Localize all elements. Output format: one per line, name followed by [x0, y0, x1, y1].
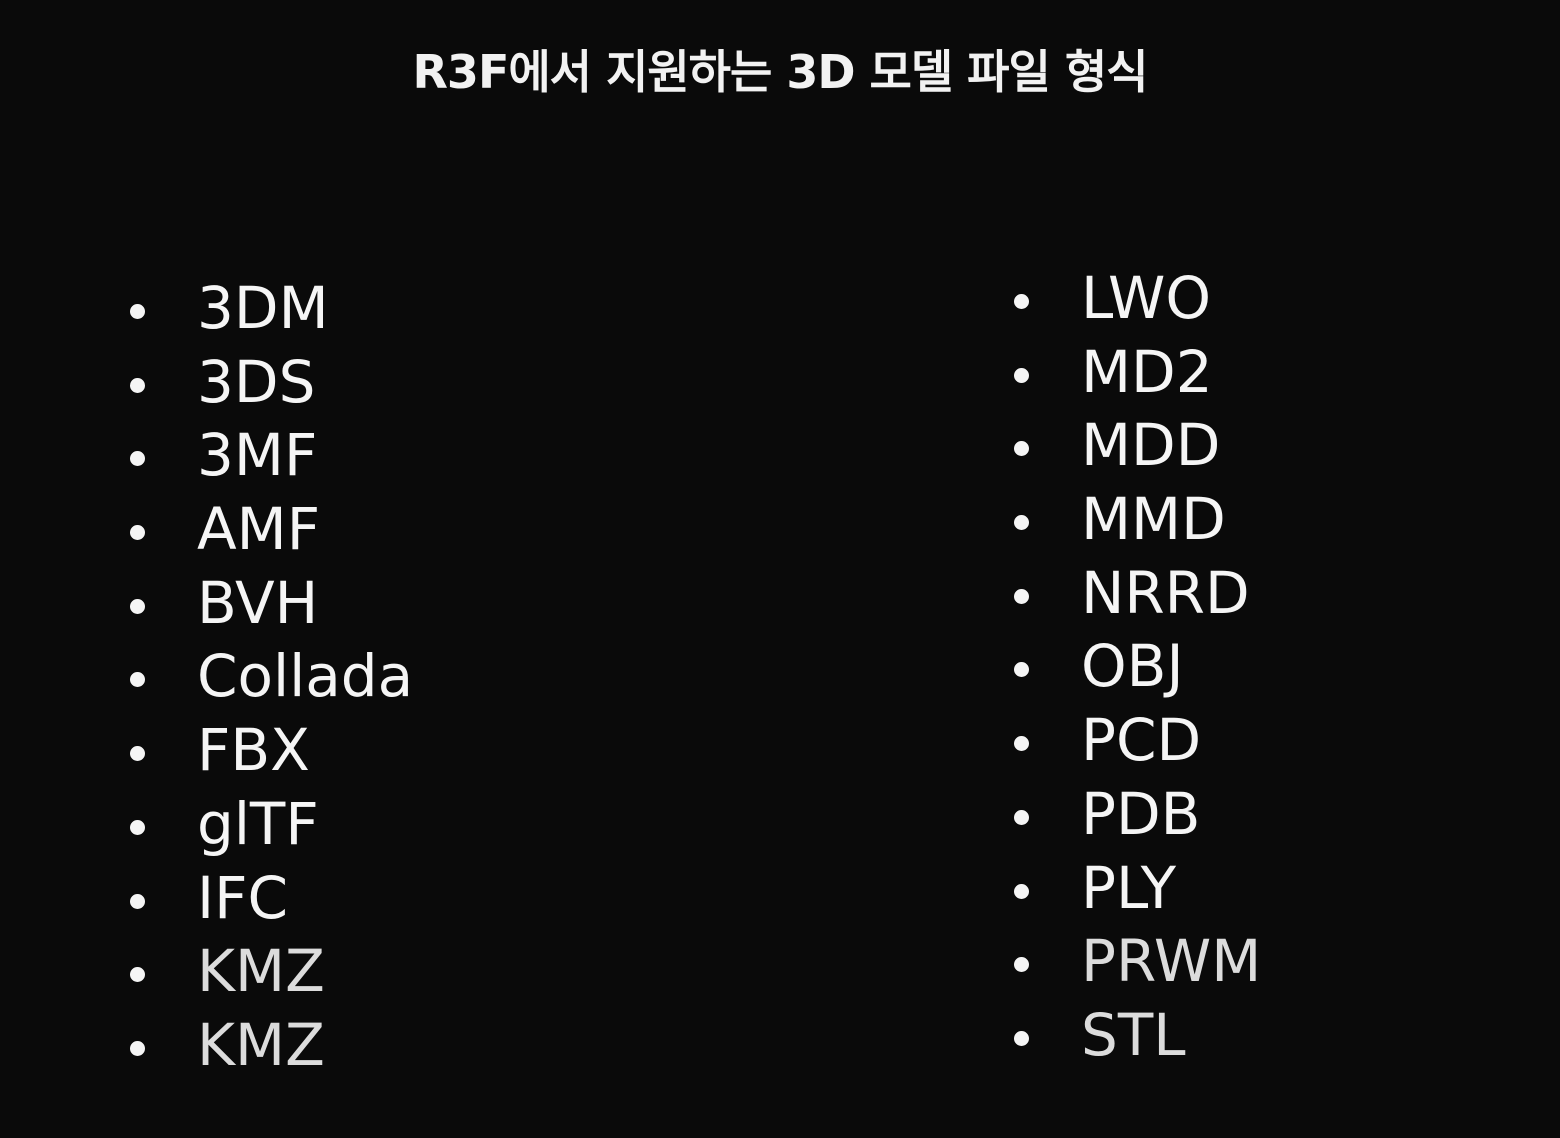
- format-label: FBX: [197, 716, 310, 785]
- format-label: LWO: [1081, 264, 1211, 332]
- format-label: PDB: [1081, 779, 1201, 848]
- bullet-icon: [1014, 1030, 1029, 1046]
- format-label: MD2: [1081, 337, 1213, 406]
- bullet-icon: [1014, 883, 1029, 899]
- bullet-icon: [1014, 515, 1029, 531]
- format-label: STL: [1081, 1000, 1186, 1069]
- bullet-icon: [130, 598, 145, 614]
- format-label: Collada: [197, 642, 414, 711]
- format-label: MDD: [1081, 411, 1221, 480]
- format-label: KMZ: [197, 1010, 325, 1079]
- bullet-icon: [1014, 588, 1029, 604]
- format-label: BVH: [197, 568, 319, 637]
- bullet-icon: [130, 1040, 145, 1056]
- format-label: 3MF: [197, 421, 318, 490]
- format-label: AMF: [197, 495, 321, 564]
- bullet-icon: [1014, 441, 1029, 457]
- format-label: IFC: [197, 863, 288, 932]
- bullet-icon: [130, 967, 145, 983]
- format-label: OBJ: [1081, 632, 1184, 701]
- bullet-icon: [1014, 662, 1029, 678]
- format-label: 3DS: [197, 347, 316, 416]
- format-label: 3DM: [197, 274, 329, 342]
- bullet-icon: [1014, 957, 1029, 973]
- format-label: PCD: [1081, 706, 1202, 775]
- bullet-icon: [1014, 736, 1029, 752]
- format-label: MMD: [1081, 485, 1226, 554]
- format-label: PRWM: [1081, 927, 1262, 996]
- bullet-icon: [130, 819, 145, 835]
- bullet-icon: [130, 746, 145, 762]
- bullet-icon: [130, 525, 145, 541]
- bullet-icon: [1014, 809, 1029, 825]
- slide-title: R3F에서 지원하는 3D 모델 파일 형식: [412, 45, 1149, 99]
- bullet-icon: [130, 304, 145, 319]
- bullet-icon: [130, 672, 145, 688]
- format-label: NRRD: [1081, 558, 1250, 627]
- bullet-icon: [130, 893, 145, 909]
- bullet-icon: [1014, 367, 1029, 383]
- bullet-icon: [1014, 294, 1029, 309]
- bullet-icon: [130, 377, 145, 393]
- format-label: KMZ: [197, 937, 325, 1006]
- bullet-icon: [130, 451, 145, 467]
- format-label: glTF: [197, 789, 319, 858]
- format-label: PLY: [1081, 853, 1177, 922]
